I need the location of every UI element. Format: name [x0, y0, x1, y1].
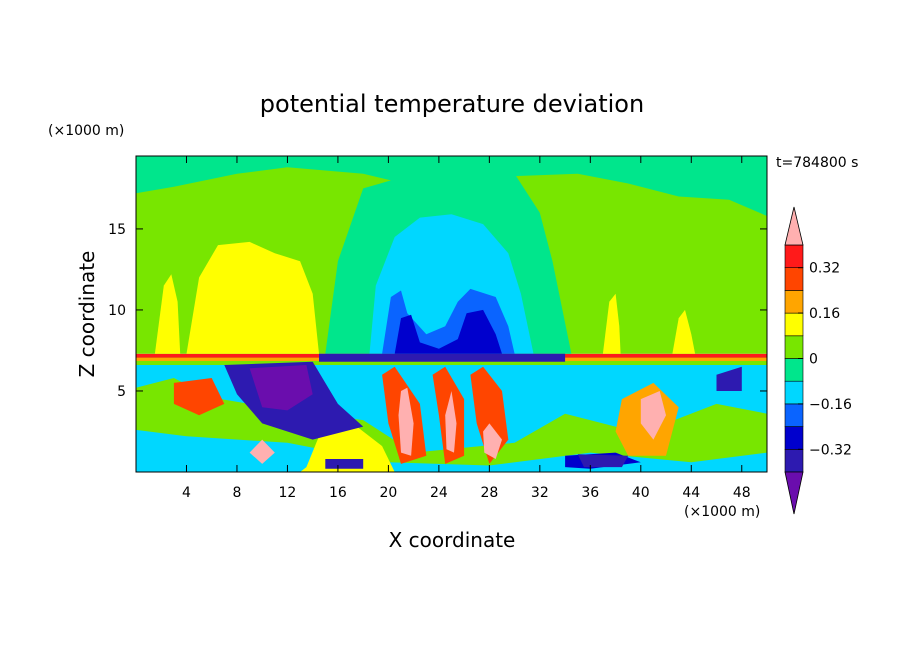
- contour-region-30: [186, 241, 319, 354]
- x-tick-label: 48: [733, 485, 751, 501]
- colorbar-label: 0: [809, 352, 818, 368]
- contour-fields: [136, 156, 767, 472]
- contour-region-29: [319, 353, 566, 362]
- colorbar-label: 0.32: [809, 261, 840, 277]
- contour-region-8: [398, 387, 414, 456]
- x-axis-label: X coordinate: [389, 528, 516, 552]
- plot-frame: [135, 155, 768, 473]
- contour-region-32: [672, 309, 696, 354]
- colorbar-band: [784, 267, 804, 291]
- contour-region-20: [577, 454, 629, 468]
- x-tick-label: 40: [632, 485, 650, 501]
- time-label: t=784800 s: [776, 155, 858, 171]
- x-tick-label: 4: [182, 485, 191, 501]
- contour-region-33: [602, 293, 621, 354]
- colorbar-bottom-arrow: [784, 471, 804, 515]
- colorbar: 0.32 0.16 0 −0.16 −0.32: [784, 206, 852, 515]
- contour-region-13: [173, 378, 225, 416]
- contour-region-10: [483, 423, 502, 459]
- colorbar-band: [784, 403, 804, 427]
- colorbar-band: [784, 335, 804, 359]
- y-tick-label: 15: [108, 222, 126, 238]
- y-tick-label: 10: [108, 303, 126, 319]
- colorbar-label: −0.16: [809, 397, 852, 413]
- colorbar-label: 0.16: [809, 306, 840, 322]
- colorbar-band: [784, 426, 804, 450]
- contour-region-4: [300, 426, 395, 472]
- contour-region-28: [394, 309, 502, 354]
- contour-region-3: [136, 378, 767, 466]
- colorbar-band: [784, 448, 804, 473]
- contour-region-9: [445, 391, 457, 453]
- contour-region-18: [325, 459, 364, 469]
- chart-title: potential temperature deviation: [260, 90, 644, 118]
- contour-region-14: [249, 439, 275, 464]
- x-tick-label: 24: [430, 485, 448, 501]
- x-tick-label: 44: [682, 485, 700, 501]
- colorbar-band: [784, 312, 804, 337]
- colorbar-top-arrow: [784, 206, 804, 246]
- contour-region-16: [249, 365, 313, 411]
- colorbar-band: [784, 290, 804, 314]
- x-tick-label: 28: [480, 485, 498, 501]
- x-unit-label: (×1000 m): [684, 504, 760, 520]
- x-tick-label: 32: [531, 485, 549, 501]
- y-axis-label: Z coordinate: [75, 251, 99, 378]
- x-tick-label: 12: [279, 485, 297, 501]
- contour-region-12: [640, 391, 666, 440]
- colorbar-label: −0.32: [809, 442, 852, 458]
- colorbar-band: [784, 380, 804, 405]
- x-tick-label: 8: [232, 485, 241, 501]
- contour-region-19: [716, 366, 742, 391]
- colorbar-band: [784, 358, 804, 382]
- x-tick-label: 16: [329, 485, 347, 501]
- contour-region-31: [154, 274, 181, 354]
- colorbar-band: [784, 244, 804, 269]
- y-tick-label: 5: [117, 384, 126, 400]
- y-unit-label: (×1000 m): [48, 123, 124, 139]
- x-tick-label: 20: [379, 485, 397, 501]
- x-tick-label: 36: [581, 485, 599, 501]
